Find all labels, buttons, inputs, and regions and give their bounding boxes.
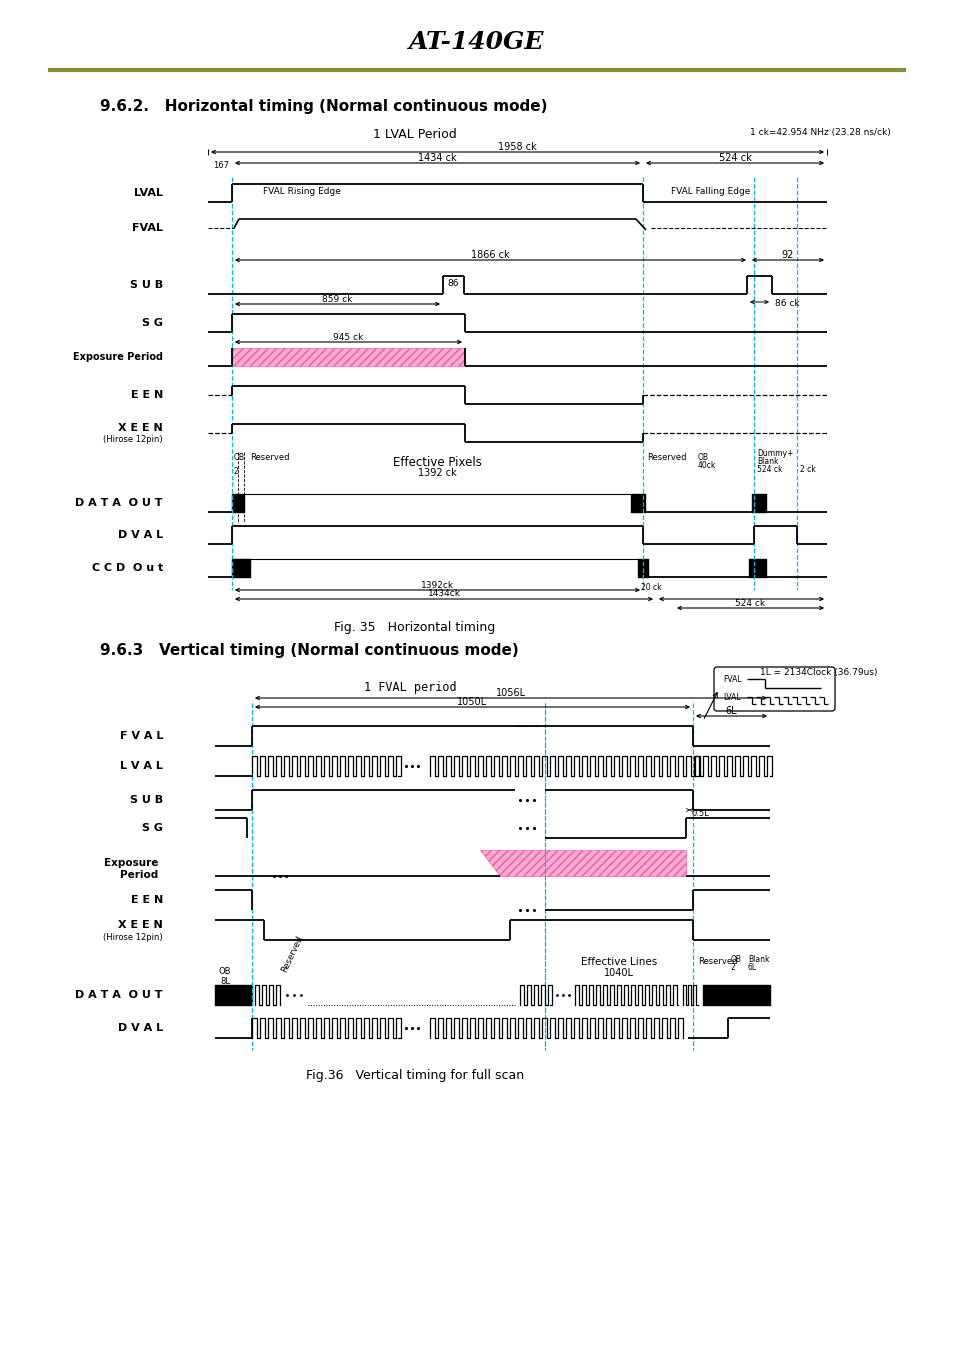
Text: 1L = 2134Clock (36.79us): 1L = 2134Clock (36.79us) <box>760 668 877 678</box>
Text: C C D  O u t: C C D O u t <box>91 563 163 572</box>
Text: (Hirose 12pin): (Hirose 12pin) <box>103 933 163 941</box>
Text: E E N: E E N <box>131 895 163 905</box>
Text: Exposure Period: Exposure Period <box>73 352 163 362</box>
Text: 1434ck: 1434ck <box>427 590 460 598</box>
Text: 2: 2 <box>730 964 735 972</box>
Text: 8L: 8L <box>220 977 230 987</box>
Text: LVAL: LVAL <box>722 693 740 702</box>
Text: 1392ck: 1392ck <box>420 580 454 590</box>
Text: S U B: S U B <box>130 279 163 290</box>
Text: S U B: S U B <box>130 795 163 805</box>
Polygon shape <box>479 850 685 876</box>
Text: 1056L: 1056L <box>496 688 525 698</box>
Bar <box>232 348 464 366</box>
Text: 6L: 6L <box>747 964 757 972</box>
Text: 1 FVAL period: 1 FVAL period <box>363 682 456 694</box>
Text: 1040L: 1040L <box>603 968 634 977</box>
Text: 524 ck: 524 ck <box>718 153 751 163</box>
Text: 1866 ck: 1866 ck <box>471 250 509 261</box>
Text: L V A L: L V A L <box>120 761 163 771</box>
Text: D A T A  O U T: D A T A O U T <box>75 990 163 1000</box>
Text: 1 LVAL Period: 1 LVAL Period <box>373 128 456 142</box>
Text: Reserved: Reserved <box>280 934 305 973</box>
Text: 20 ck: 20 ck <box>640 582 660 591</box>
Text: 524 ck: 524 ck <box>735 598 764 608</box>
Text: Period: Period <box>120 869 158 880</box>
Text: 9.6.2.   Horizontal timing (Normal continuous mode): 9.6.2. Horizontal timing (Normal continu… <box>100 100 547 115</box>
Text: 2 ck: 2 ck <box>800 466 815 474</box>
Text: D V A L: D V A L <box>118 1023 163 1033</box>
Text: Fig. 35   Horizontal timing: Fig. 35 Horizontal timing <box>334 621 496 634</box>
Text: F V A L: F V A L <box>119 730 163 741</box>
Text: S G: S G <box>142 319 163 328</box>
Text: LVAL: LVAL <box>133 188 163 198</box>
Text: 167: 167 <box>213 161 229 170</box>
Text: Reserved: Reserved <box>250 454 289 463</box>
Text: 92: 92 <box>781 250 793 261</box>
Text: 86: 86 <box>447 278 458 288</box>
Text: 1434 ck: 1434 ck <box>417 153 456 163</box>
Text: Effective Pixels: Effective Pixels <box>393 455 481 468</box>
Text: Reserved: Reserved <box>698 957 737 967</box>
Text: FVAL: FVAL <box>132 223 163 234</box>
Text: Reserved: Reserved <box>646 454 686 463</box>
Text: Dummy+: Dummy+ <box>757 450 793 459</box>
Text: OB: OB <box>730 954 741 964</box>
Text: 1 ck=42.954 NHz (23.28 ns/ck): 1 ck=42.954 NHz (23.28 ns/ck) <box>749 127 890 136</box>
Text: 1958 ck: 1958 ck <box>497 142 537 153</box>
Text: Effective Lines: Effective Lines <box>580 957 657 967</box>
Text: 524 ck: 524 ck <box>757 466 781 474</box>
Text: 9.6.3   Vertical timing (Normal continuous mode): 9.6.3 Vertical timing (Normal continuous… <box>100 643 518 657</box>
Text: AT-140GE: AT-140GE <box>409 30 544 54</box>
Text: E E N: E E N <box>131 390 163 400</box>
Text: X E E N: X E E N <box>118 423 163 433</box>
Text: 1392 ck: 1392 ck <box>417 468 456 478</box>
Text: OB: OB <box>698 454 708 463</box>
FancyBboxPatch shape <box>713 667 834 711</box>
Text: Fig.36   Vertical timing for full scan: Fig.36 Vertical timing for full scan <box>306 1068 523 1081</box>
Text: 40ck: 40ck <box>698 462 716 471</box>
Text: X E E N: X E E N <box>118 919 163 930</box>
Text: 1050L: 1050L <box>456 697 487 707</box>
Text: FVAL: FVAL <box>722 675 740 683</box>
Text: 86 ck: 86 ck <box>774 300 799 309</box>
Text: OB: OB <box>233 454 245 463</box>
Text: 859 ck: 859 ck <box>322 294 353 304</box>
Text: Exposure: Exposure <box>104 859 158 868</box>
Text: 0.5L: 0.5L <box>691 809 709 818</box>
Text: Blank: Blank <box>757 458 778 467</box>
Text: 945 ck: 945 ck <box>333 332 363 342</box>
Text: D A T A  O U T: D A T A O U T <box>75 498 163 508</box>
Text: Blank: Blank <box>747 954 769 964</box>
Text: 6L: 6L <box>725 706 737 716</box>
Text: 2: 2 <box>233 467 238 477</box>
Text: (Hirose 12pin): (Hirose 12pin) <box>103 436 163 444</box>
Text: S G: S G <box>142 824 163 833</box>
Text: FVAL Falling Edge: FVAL Falling Edge <box>671 188 750 197</box>
Text: FVAL Rising Edge: FVAL Rising Edge <box>263 188 340 197</box>
Text: D V A L: D V A L <box>118 531 163 540</box>
Text: OB: OB <box>218 968 231 976</box>
